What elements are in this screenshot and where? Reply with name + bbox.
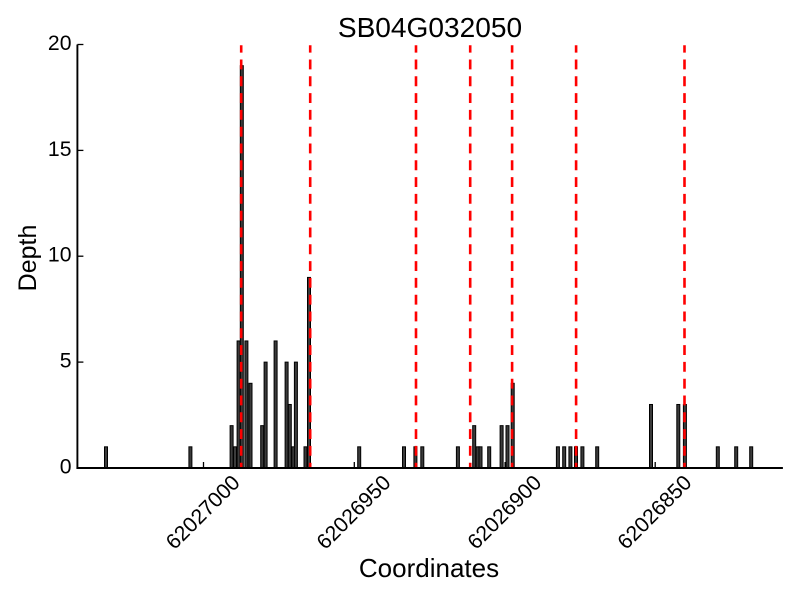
svg-text:5: 5 <box>60 350 72 373</box>
svg-text:SB04G032050: SB04G032050 <box>338 12 522 43</box>
svg-text:15: 15 <box>48 138 72 161</box>
svg-text:Depth: Depth <box>14 225 42 292</box>
svg-text:10: 10 <box>48 244 72 267</box>
svg-text:20: 20 <box>48 32 72 55</box>
svg-text:Coordinates: Coordinates <box>359 553 499 583</box>
svg-text:0: 0 <box>60 455 72 478</box>
